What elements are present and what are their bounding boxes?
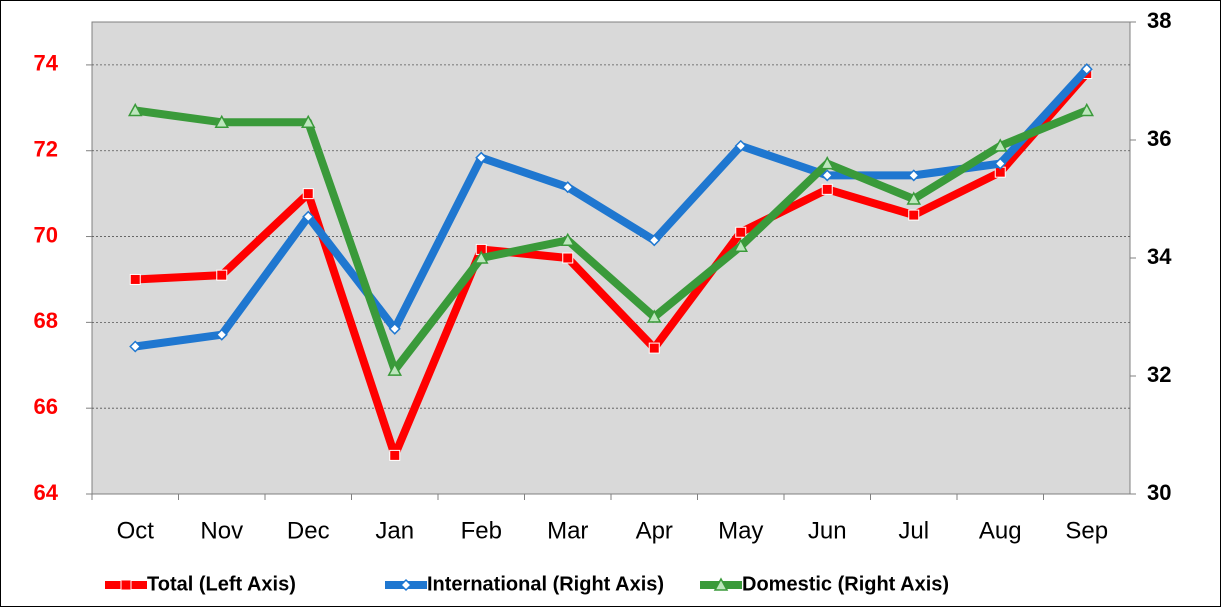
marker [907,169,920,182]
marker [821,183,833,195]
y2-tick-label: 38 [1147,8,1171,33]
marker [214,114,230,129]
marker [648,234,661,247]
x-tick-label: Apr [636,517,673,544]
y-tick-label: 64 [34,480,59,505]
marker [908,209,920,221]
marker [389,449,401,461]
y2-tick-label: 32 [1147,362,1171,387]
marker [120,579,132,591]
marker [215,328,228,341]
marker [734,139,747,152]
legend-label: Domestic (Right Axis) [742,573,949,595]
marker [127,102,143,117]
plot-area [91,21,1131,495]
y-tick-label: 74 [34,51,59,76]
legend-label: Total (Left Axis) [147,573,296,595]
x-tick-label: Sep [1065,517,1108,544]
x-tick-label: Jun [808,517,847,544]
marker [129,273,141,285]
series-line [134,106,1089,375]
legend-label: International (Right Axis) [427,573,664,595]
marker [733,238,749,252]
y2-tick-label: 34 [1147,244,1172,269]
y-tick-label: 70 [34,222,58,247]
marker [821,169,834,182]
marker [129,340,142,353]
marker [562,252,574,264]
marker [388,322,401,335]
x-tick-label: Jan [375,517,414,544]
x-tick-label: Aug [979,517,1022,544]
marker [819,156,835,170]
x-tick-label: Oct [117,517,155,544]
marker [387,362,403,376]
marker [1079,102,1095,117]
x-tick-label: Mar [547,517,588,544]
y-tick-label: 68 [34,308,58,333]
marker [648,342,660,354]
series-line [135,70,1090,460]
marker [713,577,729,591]
marker [646,309,662,323]
marker [473,250,489,264]
marker [302,188,314,200]
x-tick-label: Feb [461,517,502,544]
marker [994,157,1007,170]
marker [735,226,747,238]
x-tick-label: Dec [287,517,330,544]
marker [560,232,576,247]
marker [475,151,488,164]
marker [1080,63,1093,76]
y-tick-label: 66 [34,394,58,419]
marker [302,210,315,223]
marker [216,269,228,281]
marker [300,114,316,129]
marker [399,578,413,592]
marker [992,138,1008,152]
x-tick-label: May [718,517,763,544]
marker [906,191,922,205]
marker [561,181,574,194]
x-tick-label: Nov [200,517,243,544]
y-tick-label: 72 [34,137,58,162]
y2-tick-label: 36 [1147,126,1171,151]
y2-tick-label: 30 [1147,480,1171,505]
series-line [134,66,1090,351]
x-tick-label: Jul [898,517,929,544]
